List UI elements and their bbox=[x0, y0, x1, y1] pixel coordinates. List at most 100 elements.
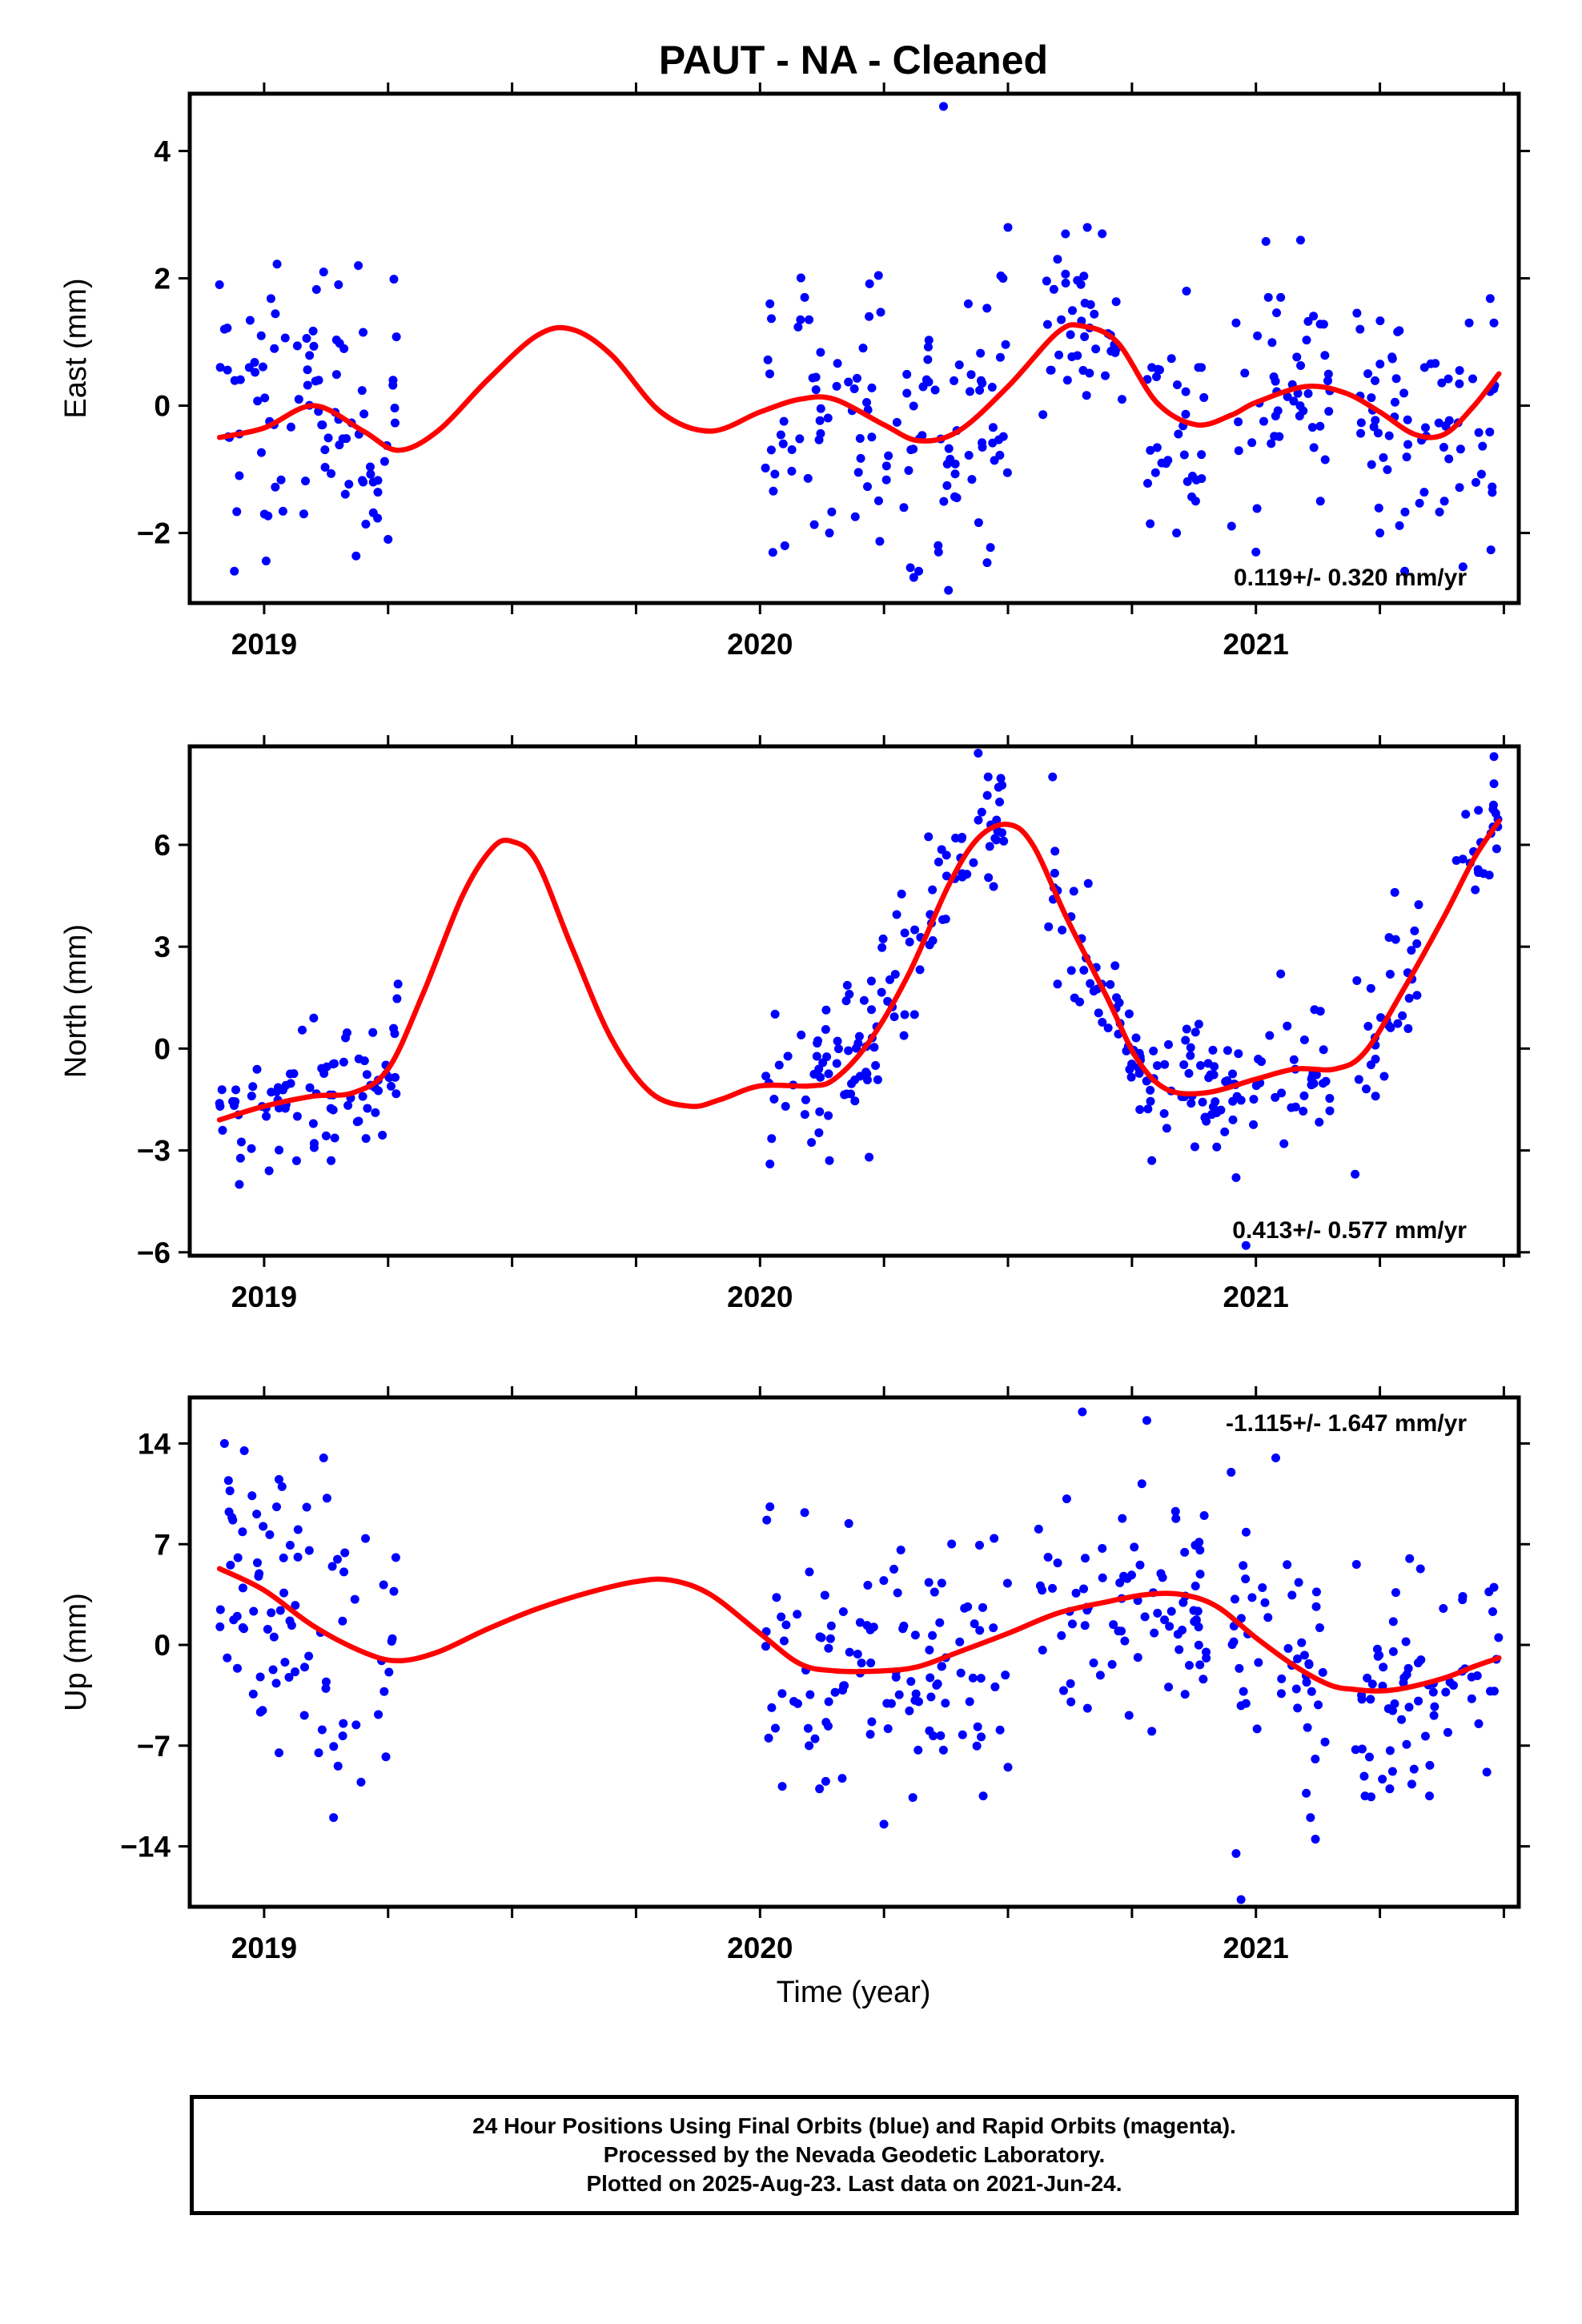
east-data-point bbox=[1486, 545, 1496, 555]
north-data-point bbox=[309, 1013, 319, 1023]
up-data-point bbox=[350, 1594, 359, 1604]
north-data-point bbox=[1354, 1075, 1363, 1084]
up-data-point bbox=[1443, 1727, 1452, 1737]
north-data-point bbox=[1066, 966, 1076, 975]
up-data-point bbox=[274, 1474, 283, 1484]
east-data-point bbox=[292, 341, 302, 351]
east-data-point bbox=[1199, 392, 1209, 402]
north-data-point bbox=[1315, 1117, 1324, 1127]
north-data-point bbox=[861, 1068, 871, 1077]
east-data-point bbox=[862, 397, 872, 407]
north-data-point bbox=[801, 1095, 810, 1104]
north-data-point bbox=[815, 1107, 825, 1116]
up-plot-frame bbox=[187, 1395, 1521, 1909]
east-data-point bbox=[805, 315, 814, 324]
east-data-point bbox=[987, 383, 997, 392]
up-data-point bbox=[777, 1782, 787, 1791]
up-data-point bbox=[1241, 1574, 1251, 1584]
up-data-point bbox=[1351, 1745, 1360, 1755]
east-data-point bbox=[904, 466, 913, 476]
east-data-point bbox=[998, 432, 1008, 441]
north-data-point bbox=[1279, 1139, 1289, 1148]
up-data-point bbox=[1126, 1570, 1136, 1580]
north-data-point bbox=[905, 937, 914, 947]
up-data-point bbox=[1263, 1613, 1273, 1622]
up-data-point bbox=[1066, 1679, 1075, 1688]
up-data-point bbox=[1488, 1606, 1498, 1616]
north-data-point bbox=[280, 1104, 290, 1113]
up-data-point bbox=[777, 1689, 787, 1699]
north-data-point bbox=[951, 834, 961, 843]
up-data-point bbox=[867, 1717, 877, 1727]
north-data-point bbox=[934, 857, 943, 866]
north-data-point bbox=[853, 1039, 863, 1048]
east-data-point bbox=[950, 376, 959, 385]
east-data-point bbox=[763, 355, 773, 364]
east-data-point bbox=[1369, 422, 1379, 432]
east-y-tick-label: 2 bbox=[154, 263, 171, 296]
east-data-point bbox=[1090, 309, 1099, 319]
up-data-point bbox=[259, 1522, 268, 1531]
north-data-point bbox=[327, 1156, 336, 1165]
north-data-point bbox=[262, 1112, 271, 1121]
up-data-point bbox=[1079, 1584, 1089, 1594]
up-data-point bbox=[1474, 1719, 1484, 1728]
north-data-point bbox=[1412, 991, 1422, 1000]
up-data-point bbox=[955, 1637, 965, 1647]
east-data-point bbox=[998, 274, 1008, 283]
north-data-point bbox=[885, 975, 894, 984]
east-data-point bbox=[1263, 292, 1273, 302]
east-data-point bbox=[827, 507, 837, 517]
up-data-point bbox=[970, 1619, 979, 1629]
up-data-point bbox=[1118, 1571, 1128, 1581]
up-data-point bbox=[338, 1731, 347, 1741]
north-data-point bbox=[371, 1108, 380, 1117]
up-data-point bbox=[990, 1534, 999, 1543]
north-data-point bbox=[1251, 1081, 1261, 1091]
east-data-point bbox=[938, 102, 948, 111]
east-velocity-annotation: 0.119+/- 0.320 mm/yr bbox=[1234, 565, 1467, 591]
east-data-point bbox=[1079, 271, 1089, 281]
up-data-point bbox=[965, 1697, 974, 1707]
north-data-point bbox=[1474, 806, 1484, 815]
up-x-tick-label: 2020 bbox=[727, 1932, 793, 1964]
up-data-point bbox=[865, 1730, 875, 1739]
east-data-point bbox=[850, 512, 860, 521]
north-velocity-annotation: 0.413+/- 0.577 mm/yr bbox=[1232, 1217, 1467, 1244]
north-data-point bbox=[330, 1059, 339, 1068]
east-data-point bbox=[1046, 365, 1055, 375]
north-data-point bbox=[1228, 1096, 1238, 1106]
up-data-point bbox=[1173, 1630, 1182, 1639]
east-data-point bbox=[1320, 455, 1330, 464]
east-data-point bbox=[1478, 441, 1488, 451]
east-data-point bbox=[767, 314, 777, 324]
up-data-point bbox=[976, 1674, 986, 1683]
north-data-point bbox=[825, 1156, 834, 1165]
east-data-point bbox=[924, 336, 934, 345]
east-data-point bbox=[1367, 460, 1376, 469]
up-data-point bbox=[1407, 1779, 1416, 1789]
up-data-point bbox=[845, 1647, 854, 1657]
east-data-point bbox=[1038, 410, 1048, 420]
east-data-point bbox=[1271, 376, 1280, 386]
east-data-point bbox=[974, 518, 983, 528]
up-data-point bbox=[1388, 1617, 1398, 1626]
east-data-point bbox=[314, 376, 323, 385]
east-data-point bbox=[1320, 351, 1330, 360]
east-data-point bbox=[1323, 376, 1333, 385]
east-data-point bbox=[1147, 363, 1157, 372]
up-data-point bbox=[249, 1606, 259, 1616]
up-data-point bbox=[838, 1607, 848, 1617]
up-data-point bbox=[379, 1687, 389, 1696]
north-data-point bbox=[358, 1092, 367, 1101]
north-data-point bbox=[248, 1082, 258, 1092]
east-data-point bbox=[899, 503, 909, 513]
east-data-point bbox=[909, 444, 918, 454]
chart-title: PAUT - NA - Cleaned bbox=[659, 38, 1048, 82]
north-data-point bbox=[833, 1044, 843, 1054]
up-data-point bbox=[1166, 1606, 1176, 1616]
up-data-point bbox=[1160, 1615, 1170, 1625]
north-data-point bbox=[1186, 1043, 1195, 1052]
up-data-point bbox=[1494, 1633, 1504, 1642]
up-data-point bbox=[770, 1723, 780, 1733]
